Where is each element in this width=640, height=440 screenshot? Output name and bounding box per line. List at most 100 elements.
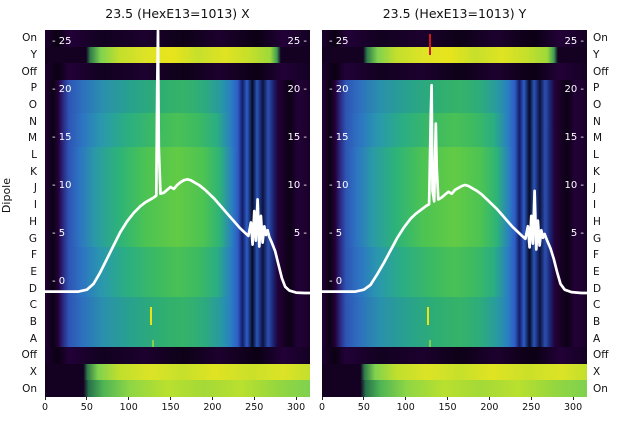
dipole-row-label: A: [593, 332, 601, 345]
heatmap-row: [45, 280, 310, 298]
inner-ytick-label: - 0: [52, 276, 66, 287]
dipole-row-label: E: [593, 265, 600, 278]
dipole-row-label: Off: [593, 349, 609, 362]
inner-ytick-label: 25 -: [287, 36, 307, 47]
heatmap-row: [45, 63, 310, 81]
dipole-row-label: C: [29, 299, 37, 312]
inner-ytick-label: - 5: [329, 228, 343, 239]
dipole-row-label: J: [593, 182, 597, 195]
heatmap-row: [322, 196, 587, 215]
inner-ytick-label: 5 -: [293, 228, 307, 239]
dipole-row-label: On: [22, 382, 37, 395]
heatmap-row: [322, 280, 587, 298]
heatmap-row: [322, 146, 587, 165]
dipole-row-label: D: [28, 282, 37, 295]
x-tick-label: 50: [357, 402, 370, 413]
dipole-row-label: P: [30, 82, 37, 95]
x-tick-mark: [488, 397, 490, 400]
x-tick-label: 0: [41, 402, 49, 413]
dipole-row-label: N: [593, 115, 601, 128]
heatmap-panel-x: - 25 25 - - 20 20 - - 15 15 - - 10 10 - - 5 5 - - …: [45, 30, 310, 397]
x-tick-label: 100: [119, 402, 138, 413]
heatmap-row: [45, 213, 310, 231]
heatmap-row: [45, 80, 310, 98]
inner-ytick-label: - 0: [329, 276, 343, 287]
heatmap-row: [322, 130, 587, 148]
heatmap-row: [45, 113, 310, 131]
heatmap-row: [322, 113, 587, 131]
x-tick-mark: [211, 397, 213, 400]
dipole-row-label: P: [593, 82, 600, 95]
dipole-row-label: F: [30, 249, 37, 262]
dipole-row-label: N: [29, 115, 37, 128]
x-axis-left: 0 50 100 150 200 250 300: [42, 397, 310, 421]
inner-ytick-label: - 10: [329, 180, 349, 191]
heatmap-row: [322, 296, 587, 315]
x-tick-mark: [447, 397, 449, 400]
x-tick-mark: [530, 397, 532, 400]
x-tick-mark: [128, 397, 130, 400]
inner-ytick-label: - 15: [52, 132, 72, 143]
dipole-row-label: J: [33, 182, 37, 195]
x-tick-mark: [363, 397, 365, 400]
heatmap-row: [45, 163, 310, 181]
inner-ytick-label: 15 -: [287, 132, 307, 143]
x-tick-label: 300: [564, 402, 583, 413]
inner-ytick-label: 5 -: [570, 228, 584, 239]
x-tick-mark: [44, 397, 46, 400]
heatmap-row: [322, 63, 587, 81]
x-tick-label: 300: [287, 402, 306, 413]
profile-line-svg: [45, 30, 310, 295]
x-tick-mark: [295, 397, 297, 400]
heatmap-row: [322, 46, 587, 64]
dipole-row-label: O: [593, 99, 602, 112]
inner-ytick-label: - 20: [52, 84, 72, 95]
row-labels-right: On Y Off P O N M L K J I H G F E D C B A Off X On: [590, 30, 638, 397]
dipole-row-label: C: [593, 299, 601, 312]
x-tick-mark: [572, 397, 574, 400]
heatmap-row: [45, 196, 310, 215]
heatmap-row: [45, 146, 310, 165]
heatmap-row: [322, 346, 587, 365]
inner-ytick-label: - 5: [52, 228, 66, 239]
panel-title-y: 23.5 (HexE13=1013) Y: [382, 6, 527, 21]
dipole-row-label: On: [593, 382, 608, 395]
dipole-row-label: Y: [593, 49, 600, 62]
inner-ytick-label: - 25: [52, 36, 72, 47]
heatmap-row: [322, 263, 587, 281]
heatmap-row: [322, 380, 587, 397]
heatmap-row: [322, 30, 587, 48]
dipole-row-label: H: [29, 215, 37, 228]
dipole-row-label: I: [33, 199, 37, 212]
x-tick-label: 250: [245, 402, 264, 413]
x-tick-label: 150: [438, 402, 457, 413]
inner-ytick-label: 25 -: [564, 36, 584, 47]
dipole-row-label: Off: [21, 65, 38, 78]
dipole-row-label: Y: [30, 49, 37, 62]
inner-ytick-label: 20 -: [564, 84, 584, 95]
inner-ytick-label: - 20: [329, 84, 349, 95]
dipole-row-label: X: [29, 365, 37, 378]
inner-ytick-label: 15 -: [564, 132, 584, 143]
inner-ytick-label: - 15: [329, 132, 349, 143]
inner-ytick-label: 10 -: [287, 180, 307, 191]
dipole-row-label: Off: [21, 349, 38, 362]
heatmap-row: [322, 96, 587, 114]
inner-ytick-label: - 10: [52, 180, 72, 191]
profile-polyline: [45, 30, 310, 295]
x-tick-label: 50: [80, 402, 93, 413]
x-tick-mark: [253, 397, 255, 400]
x-tick-label: 200: [480, 402, 499, 413]
heatmap-row: [45, 346, 310, 365]
dipole-row-label: L: [593, 149, 599, 162]
x-tick-mark: [86, 397, 88, 400]
dipole-row-label: E: [30, 265, 37, 278]
heatmap-row: [322, 330, 587, 348]
heatmap-row: [45, 130, 310, 148]
x-tick-mark: [170, 397, 172, 400]
yellow-marker-line: [427, 307, 429, 326]
inner-ytick-label: 10 -: [564, 180, 584, 191]
heatmap-row: [45, 363, 310, 381]
profile-line-svg: [322, 83, 587, 295]
heatmap-row: [45, 180, 310, 198]
